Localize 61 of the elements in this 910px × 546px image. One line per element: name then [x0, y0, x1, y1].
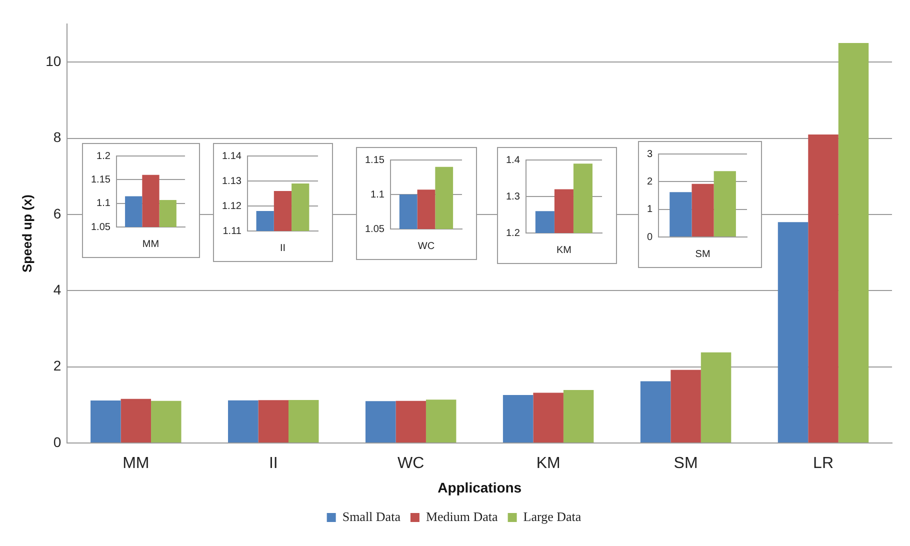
bar [228, 400, 258, 442]
x-tick-label: II [268, 455, 278, 472]
bar [365, 401, 396, 442]
bar [533, 392, 564, 442]
y-tick-label: 6 [53, 205, 62, 222]
bar [692, 184, 714, 236]
bar [258, 400, 288, 442]
bar [120, 398, 152, 442]
y-tick-label: 0 [53, 434, 62, 450]
x-tick-label: SM [695, 248, 710, 260]
y-tick-label: 4 [53, 281, 62, 298]
bar [808, 134, 838, 442]
bar [90, 400, 121, 442]
x-tick-label: WC [398, 455, 424, 472]
x-tick-label: MM [142, 238, 160, 250]
bar [778, 222, 808, 442]
y-tick-label: 1.2 [506, 228, 520, 239]
y-tick-label: 2 [647, 176, 653, 188]
y-tick-label: 1.1 [370, 189, 385, 200]
y-tick-label: 1.2 [96, 150, 111, 162]
y-tick-label: 3 [647, 148, 653, 160]
y-tick-label: 1.05 [364, 224, 385, 235]
y-tick-label: 1.05 [90, 222, 111, 233]
legend-label: Large Data [523, 508, 582, 524]
y-tick-label: 1.3 [506, 191, 520, 202]
bar [151, 400, 182, 442]
legend-label: Small Data [342, 508, 401, 524]
x-tick-label: SM [674, 455, 698, 472]
bar [502, 395, 534, 442]
y-tick-label: 1.12 [222, 200, 242, 212]
y-tick-label: 10 [46, 52, 62, 69]
bar [700, 352, 732, 442]
x-tick-label: LR [813, 455, 834, 472]
y-tick-label: 8 [53, 129, 62, 146]
bar [670, 370, 701, 442]
x-tick-label: WC [418, 240, 435, 252]
y-tick-label: 1.14 [222, 150, 242, 162]
y-tick-label: 1 [647, 204, 653, 216]
x-tick-label: KM [556, 244, 572, 256]
y-tick-label: 1.15 [90, 174, 111, 186]
bar [670, 192, 692, 236]
y-tick-label: 1.4 [506, 154, 520, 166]
bar [640, 381, 671, 442]
bar [714, 171, 736, 236]
x-axis-title: Applications [438, 479, 522, 496]
y-tick-label: 1.1 [96, 198, 111, 210]
y-axis-title: Speed up (x) [19, 194, 34, 273]
bar [563, 390, 594, 442]
y-tick-label: 1.15 [364, 154, 385, 166]
x-tick-label: MM [122, 455, 150, 472]
bar [288, 400, 319, 442]
x-tick-label: KM [536, 455, 560, 472]
y-tick-label: 1.13 [222, 176, 242, 187]
y-tick-label: 2 [53, 358, 62, 374]
bar [426, 400, 456, 442]
y-tick-label: 1.11 [222, 226, 242, 237]
legend-label: Medium Data [426, 508, 498, 524]
bar [838, 43, 869, 442]
y-tick-label: 0 [647, 232, 653, 243]
bar [396, 400, 426, 442]
x-tick-label: II [280, 242, 286, 254]
